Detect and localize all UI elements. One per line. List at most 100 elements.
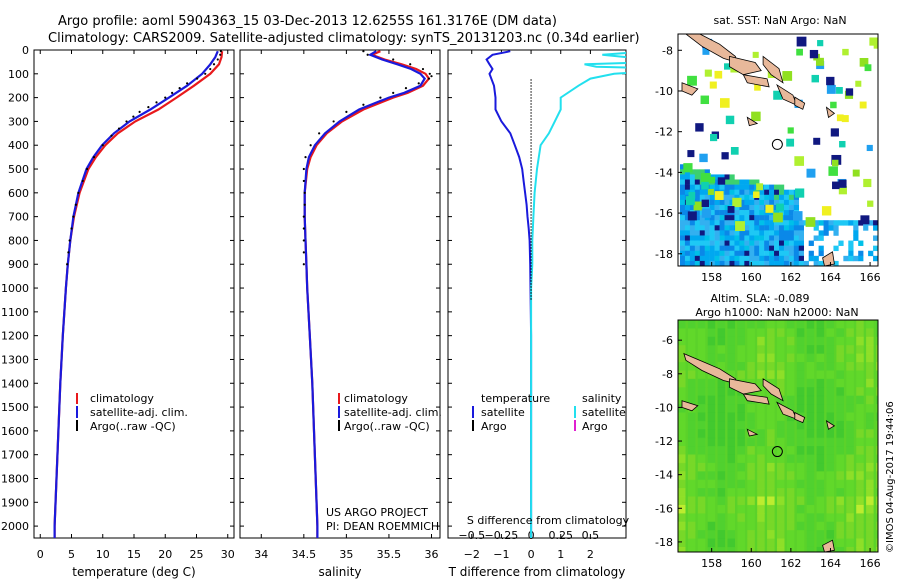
sst-cell: [749, 194, 755, 201]
sst-cell: [749, 245, 755, 252]
sst-cell: [778, 260, 785, 266]
sla-cell: [747, 521, 755, 531]
sst-cell: [684, 255, 691, 262]
sla-cell: [687, 496, 696, 506]
sst-cell: [699, 169, 705, 175]
sla-cell: [697, 462, 706, 472]
island: [742, 74, 770, 88]
zero-line-dot: [530, 190, 532, 192]
sla-cell: [826, 395, 835, 405]
sla-cell: [826, 488, 835, 498]
sla-cell: [717, 395, 726, 405]
sla-cell: [678, 521, 686, 531]
sst-cell: [679, 225, 686, 231]
sst-cell: [798, 245, 804, 252]
zero-line-dot: [530, 244, 532, 246]
sla-cell: [757, 420, 765, 430]
sst-cell: [724, 235, 730, 241]
sst-cell: [778, 250, 785, 257]
map-y-tick-label: -14: [655, 469, 673, 482]
sst-cell: [679, 230, 686, 236]
sst-cell: [818, 250, 824, 257]
depth-tick-label: 800: [8, 234, 29, 247]
sst-cell: [719, 199, 725, 206]
sst-cell: [788, 240, 795, 246]
sst-cell: [724, 204, 730, 211]
sla-cell: [836, 538, 844, 548]
sla-cell: [747, 530, 755, 540]
sst-cell: [694, 255, 701, 262]
sst-cell: [769, 250, 775, 257]
sla-cell: [876, 488, 878, 498]
sst-cell: [679, 235, 686, 241]
sst-cell: [699, 240, 705, 246]
sst-cell: [774, 240, 780, 246]
sla-cell: [826, 496, 835, 506]
sst-cell: [687, 75, 697, 86]
sla-cell: [697, 412, 706, 422]
sla-cell: [866, 395, 874, 405]
sla-cell: [757, 378, 765, 388]
sst-cell: [759, 220, 765, 226]
sla-cell: [806, 378, 815, 388]
sst-cell: [734, 179, 740, 185]
sla-cell: [866, 488, 874, 498]
sla-cell: [856, 387, 864, 397]
sst-cell: [734, 245, 740, 252]
sst-cell: [798, 240, 804, 246]
sla-cell: [806, 412, 815, 422]
sla-cell: [796, 420, 805, 430]
argo-point: [74, 203, 77, 206]
sla-cell: [687, 328, 696, 338]
sst-cell: [869, 37, 878, 46]
sla-cell: [786, 488, 795, 498]
sst-cell: [699, 245, 705, 252]
s-tick-label: 0.5: [582, 529, 600, 542]
sla-cell: [687, 370, 696, 380]
map-x-tick-label: 160: [741, 557, 762, 570]
sst-cell: [719, 98, 730, 108]
series-temperature-satellite: [485, 50, 533, 538]
sst-cell: [848, 255, 854, 262]
sst-cell: [734, 250, 740, 257]
sla-cell: [747, 437, 755, 447]
sst-cell: [719, 184, 725, 190]
sst-cell: [704, 225, 710, 231]
zero-line-dot: [530, 166, 532, 168]
argo-point: [302, 227, 305, 230]
sla-cell: [866, 479, 874, 489]
zero-line-dot: [530, 157, 532, 159]
sla-cell: [846, 336, 854, 346]
sla-cell: [717, 328, 726, 338]
sla-cell: [757, 429, 765, 439]
sla-cell: [876, 345, 878, 355]
sla-cell: [816, 353, 825, 363]
sla-cell: [836, 387, 844, 397]
sst-map-title: sat. SST: NaN Argo: NaN: [713, 14, 846, 27]
sst-cell: [729, 255, 735, 262]
sla-cell: [816, 412, 825, 422]
sst-cell: [709, 225, 715, 231]
sla-cell: [806, 504, 815, 514]
sla-cell: [826, 336, 835, 346]
sst-cell: [749, 179, 755, 185]
sst-cell: [739, 260, 745, 266]
zero-line-dot: [530, 235, 532, 237]
sst-cell: [739, 184, 745, 190]
sst-cell: [783, 194, 790, 201]
sla-cell: [876, 370, 878, 380]
sla-cell: [697, 488, 706, 498]
map-y-tick-label: -8: [662, 368, 673, 381]
sla-cell: [816, 546, 825, 552]
sla-cell: [678, 345, 686, 355]
sla-cell: [678, 353, 686, 363]
sst-cell: [793, 250, 800, 257]
sla-cell: [757, 320, 765, 329]
sst-cell: [808, 250, 814, 257]
sst-cell: [729, 240, 735, 246]
sla-cell: [757, 471, 765, 481]
zero-line-dot: [530, 79, 532, 81]
zero-line-dot: [530, 238, 532, 240]
sla-cell: [866, 353, 874, 363]
sst-cell: [679, 169, 686, 175]
